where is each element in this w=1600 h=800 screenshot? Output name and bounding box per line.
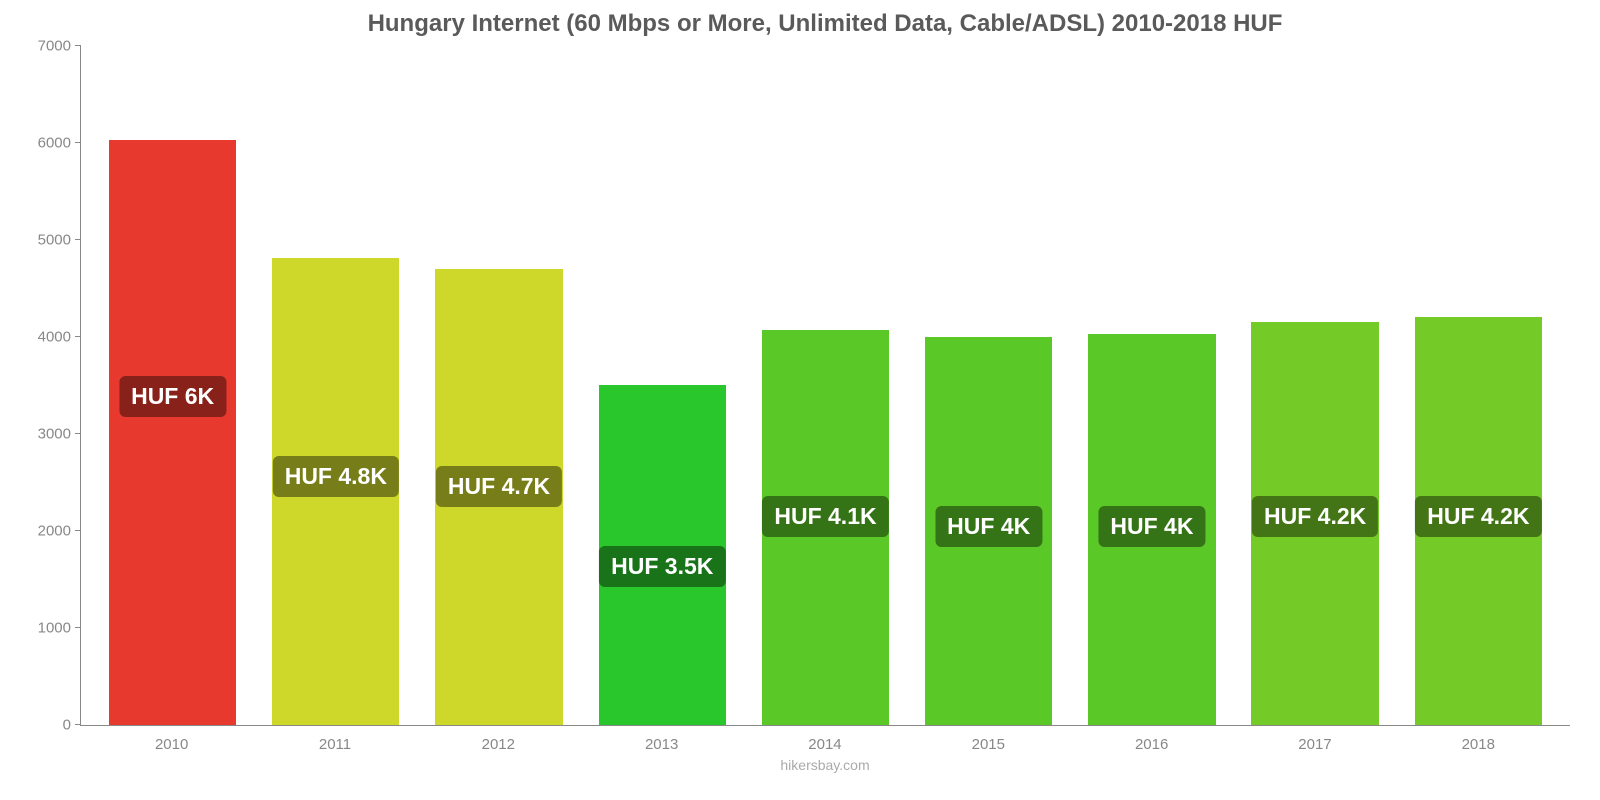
bar-slot: HUF 4K <box>1070 46 1233 725</box>
y-tick-label: 6000 <box>16 135 71 152</box>
bar-value-label: HUF 4K <box>935 506 1042 547</box>
x-tick-label: 2018 <box>1397 736 1560 753</box>
x-tick-label: 2014 <box>743 736 906 753</box>
bar-value-label: HUF 4.7K <box>436 466 562 507</box>
bars-row: HUF 6K HUF 4.8K HUF 4.7K HUF 3.5K HUF 4.1K HU… <box>81 46 1570 725</box>
y-tick-mark <box>75 724 81 726</box>
chart-title: Hungary Internet (60 Mbps or More, Unlim… <box>80 10 1570 38</box>
bar-value-label: HUF 4.2K <box>1415 496 1541 537</box>
y-tick-label: 0 <box>16 717 71 734</box>
y-tick-label: 3000 <box>16 426 71 443</box>
bar-slot: HUF 4K <box>907 46 1070 725</box>
bar-slot: HUF 4.7K <box>417 46 580 725</box>
y-tick-mark <box>75 627 81 629</box>
bar-value-label: HUF 4.2K <box>1252 496 1378 537</box>
bar-slot: HUF 4.1K <box>744 46 907 725</box>
y-tick-mark <box>75 433 81 435</box>
y-tick-mark <box>75 239 81 241</box>
bar-slot: HUF 4.2K <box>1397 46 1560 725</box>
bar-value-label: HUF 3.5K <box>599 546 725 587</box>
x-tick-label: 2010 <box>90 736 253 753</box>
bar-value-label: HUF 4K <box>1098 506 1205 547</box>
x-tick-label: 2011 <box>253 736 416 753</box>
bar-value-label: HUF 6K <box>119 376 226 417</box>
chart-container: Hungary Internet (60 Mbps or More, Unlim… <box>0 0 1600 800</box>
y-tick-label: 1000 <box>16 620 71 637</box>
y-tick-mark <box>75 45 81 47</box>
y-tick-label: 7000 <box>16 38 71 55</box>
bar <box>109 140 236 725</box>
x-axis-labels: 201020112012201320142015201620172018 <box>80 726 1570 753</box>
bar-slot: HUF 3.5K <box>581 46 744 725</box>
y-tick-mark <box>75 142 81 144</box>
plot-area: HUF 6K HUF 4.8K HUF 4.7K HUF 3.5K HUF 4.1K HU… <box>80 46 1570 726</box>
x-tick-label: 2016 <box>1070 736 1233 753</box>
bar-slot: HUF 4.8K <box>254 46 417 725</box>
y-tick-label: 2000 <box>16 523 71 540</box>
y-tick-label: 4000 <box>16 329 71 346</box>
y-tick-mark <box>75 336 81 338</box>
x-tick-label: 2015 <box>907 736 1070 753</box>
y-tick-label: 5000 <box>16 232 71 249</box>
bar-slot: HUF 4.2K <box>1234 46 1397 725</box>
chart-footer: hikersbay.com <box>80 757 1570 773</box>
bar-value-label: HUF 4.1K <box>762 496 888 537</box>
x-tick-label: 2017 <box>1233 736 1396 753</box>
y-tick-mark <box>75 530 81 532</box>
bar-value-label: HUF 4.8K <box>273 456 399 497</box>
x-tick-label: 2012 <box>417 736 580 753</box>
x-tick-label: 2013 <box>580 736 743 753</box>
bar-slot: HUF 6K <box>91 46 254 725</box>
